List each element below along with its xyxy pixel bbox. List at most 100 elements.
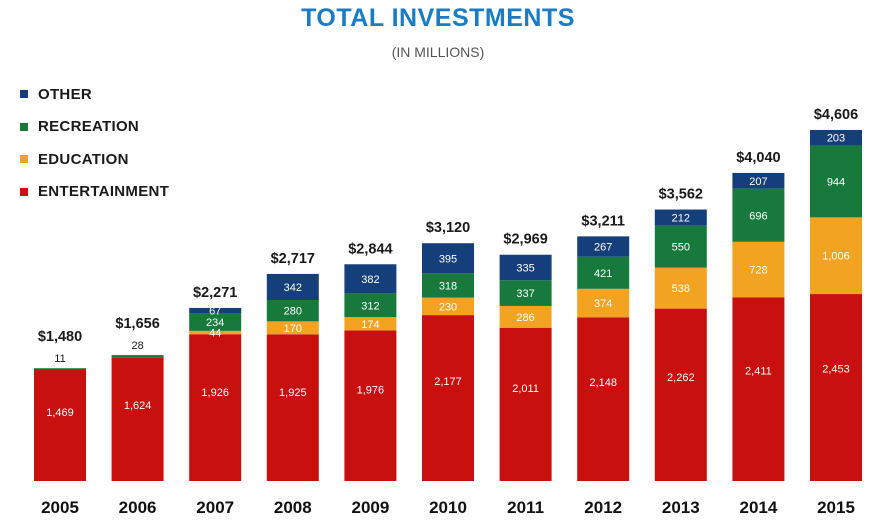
bar-segment-entertainment-2015 xyxy=(810,294,862,481)
x-tick-label-2005: 2005 xyxy=(41,498,79,517)
bar-segment-education-2011 xyxy=(499,305,552,328)
bar-segment-entertainment-2010 xyxy=(422,315,474,481)
data-label-recreation-2009: 312 xyxy=(361,300,379,312)
data-label-entertainment-2015: 2,453 xyxy=(822,364,850,376)
data-label-other-2013: 212 xyxy=(672,213,690,225)
bar-segment-entertainment-2011 xyxy=(499,327,552,481)
data-label-education-2010: 230 xyxy=(439,301,457,313)
bar-segment-recreation-2005 xyxy=(34,368,86,370)
data-label-recreation-2013: 550 xyxy=(672,242,690,254)
bar-segment-recreation-2015 xyxy=(810,145,862,218)
bar-segment-entertainment-2012 xyxy=(577,317,630,481)
total-label-2013: $3,562 xyxy=(659,187,703,203)
bar-segment-entertainment-2007 xyxy=(189,334,242,481)
legend-swatch-entertainment xyxy=(20,187,28,196)
data-label-entertainment-2006: 1,624 xyxy=(124,400,152,412)
bar-segment-entertainment-2013 xyxy=(654,308,707,481)
data-label-entertainment-2011: 2,011 xyxy=(512,383,539,395)
x-tick-label-2007: 2007 xyxy=(196,498,234,517)
legend-item-education: EDUCATION xyxy=(20,143,169,176)
bar-segment-other-2010 xyxy=(422,243,474,274)
total-label-2012: $3,211 xyxy=(581,213,625,229)
bar-segment-recreation-2009 xyxy=(344,293,397,318)
data-label-education-2008: 170 xyxy=(284,323,302,335)
total-label-2008: $2,717 xyxy=(271,251,315,267)
data-label-education-2012: 374 xyxy=(594,298,612,310)
x-tick-label-2012: 2012 xyxy=(584,498,622,517)
bar-segment-other-2015 xyxy=(810,129,862,146)
bar-segment-recreation-2013 xyxy=(654,225,707,268)
bar-segment-other-2013 xyxy=(654,209,707,226)
data-label-recreation-2011: 337 xyxy=(516,288,534,300)
bar-segment-recreation-2007 xyxy=(189,313,242,331)
legend-item-entertainment: ENTERTAINMENT xyxy=(20,176,169,209)
bar-segment-other-2012 xyxy=(577,236,630,257)
bar-segment-recreation-2012 xyxy=(577,256,630,289)
x-tick-label-2011: 2011 xyxy=(507,498,544,517)
total-label-2007: $2,271 xyxy=(193,285,237,301)
bar-segment-recreation-2010 xyxy=(422,273,474,298)
x-tick-label-2013: 2013 xyxy=(662,498,700,517)
data-label-recreation-2012: 421 xyxy=(594,268,612,280)
data-label-recreation-2007: 234 xyxy=(206,317,224,329)
legend-swatch-education xyxy=(20,155,28,164)
legend-swatch-recreation xyxy=(20,122,28,131)
total-label-2010: $3,120 xyxy=(426,220,470,236)
x-tick-label-2010: 2010 xyxy=(429,498,467,517)
data-label-education-2014: 728 xyxy=(749,265,767,277)
legend-label-education: EDUCATION xyxy=(38,150,129,168)
bar-segment-education-2009 xyxy=(344,317,397,331)
total-label-2011: $2,969 xyxy=(503,232,547,248)
data-label-recreation-2014: 696 xyxy=(749,210,767,222)
data-label-entertainment-2014: 2,411 xyxy=(745,365,772,377)
data-label-other-2015: 203 xyxy=(827,133,845,145)
bar-segment-education-2014 xyxy=(732,241,785,298)
bar-segment-recreation-2006 xyxy=(111,355,164,358)
legend-item-recreation: RECREATION xyxy=(20,111,169,144)
bar-segment-education-2007 xyxy=(189,330,242,335)
chart-subtitle: (IN MILLIONS) xyxy=(391,44,485,60)
bar-segment-entertainment-2006 xyxy=(111,357,164,481)
data-label-other-2007: 67 xyxy=(209,305,221,317)
bar-segment-other-2014 xyxy=(732,172,785,189)
legend-swatch-other xyxy=(20,90,28,99)
bar-segment-other-2011 xyxy=(499,254,552,281)
x-tick-label-2006: 2006 xyxy=(119,498,157,517)
data-label-recreation-2010: 318 xyxy=(439,280,457,292)
x-tick-label-2015: 2015 xyxy=(817,498,855,517)
data-label-education-2011: 286 xyxy=(516,312,534,324)
legend-label-other: OTHER xyxy=(38,85,92,103)
bar-segment-recreation-2014 xyxy=(732,188,785,242)
legend-label-recreation: RECREATION xyxy=(38,118,140,136)
data-label-entertainment-2010: 2,177 xyxy=(434,376,462,388)
total-label-2014: $4,040 xyxy=(736,150,780,166)
bar-segment-entertainment-2008 xyxy=(266,334,319,481)
bar-segment-entertainment-2005 xyxy=(34,369,86,481)
total-label-2005: $1,480 xyxy=(38,329,82,345)
data-label-education-2009: 174 xyxy=(361,319,379,331)
total-label-2009: $2,844 xyxy=(348,241,392,257)
data-label-entertainment-2007: 1,926 xyxy=(201,387,229,399)
data-label-entertainment-2012: 2,148 xyxy=(589,377,617,389)
data-label-other-2012: 267 xyxy=(594,242,612,254)
data-label-entertainment-2008: 1,925 xyxy=(279,387,307,399)
bar-segment-recreation-2008 xyxy=(266,300,319,322)
bar-segment-education-2013 xyxy=(654,267,707,309)
x-tick-label-2009: 2009 xyxy=(351,498,389,517)
total-label-2006: $1,656 xyxy=(115,316,159,332)
total-label-2015: $4,606 xyxy=(814,107,858,123)
bar-segment-recreation-2011 xyxy=(499,280,552,306)
data-label-other-2008: 342 xyxy=(284,282,302,294)
legend: OTHER RECREATION EDUCATION ENTERTAINMENT xyxy=(20,78,169,208)
data-label-education-2015: 1,006 xyxy=(822,251,850,263)
bar-segment-education-2015 xyxy=(810,217,862,295)
data-label-other-2011: 335 xyxy=(516,262,534,274)
data-label-recreation-2005: 11 xyxy=(54,353,65,365)
bar-segment-entertainment-2009 xyxy=(344,330,397,481)
data-label-education-2007: 44 xyxy=(209,328,221,340)
data-label-recreation-2008: 280 xyxy=(284,306,302,318)
chart-title: TOTAL INVESTMENTS xyxy=(301,4,575,32)
data-label-other-2010: 395 xyxy=(439,253,457,265)
bar-segment-other-2007 xyxy=(189,307,242,314)
data-label-recreation-2015: 944 xyxy=(827,176,845,188)
